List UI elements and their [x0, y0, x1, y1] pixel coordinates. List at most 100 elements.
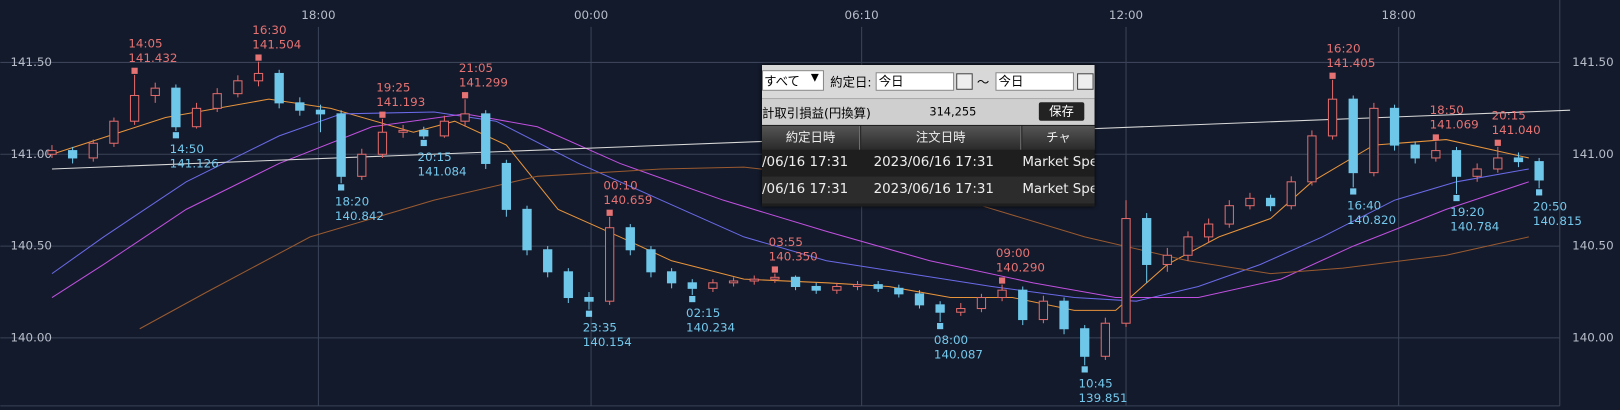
candle-body — [253, 72, 264, 82]
candle-body — [1534, 161, 1544, 181]
annotation-price: 141.504 — [252, 38, 301, 52]
x-tick-label: 18:00 — [301, 8, 335, 22]
candle-body — [1493, 157, 1503, 170]
candle-body — [47, 150, 57, 155]
candle-body — [811, 285, 821, 291]
from-text: 今日 — [878, 74, 904, 89]
candle-body — [1162, 254, 1172, 265]
candle-body — [1431, 150, 1441, 159]
candle-body — [522, 208, 532, 251]
trade-dialog: すべて ▼ 約定日: 今日 ～ 今日 計取引損益(円換算) 314,255 保存 … — [762, 65, 1095, 207]
candle-body — [1121, 218, 1131, 324]
candle-body — [935, 304, 945, 313]
annotation-price: 141.432 — [128, 51, 177, 65]
candle-body — [336, 113, 346, 177]
extreme-marker — [606, 209, 613, 216]
extreme-marker — [1350, 188, 1357, 195]
annotation-time: 09:00 — [996, 246, 1030, 260]
candle-body — [1080, 328, 1090, 357]
candle-body — [171, 87, 181, 128]
candle-body — [274, 72, 284, 104]
candle-body — [543, 249, 553, 273]
to-text: 今日 — [998, 74, 1024, 89]
y-tick-label: 140.50 — [1572, 239, 1614, 253]
to-input[interactable]: 今日 — [995, 72, 1074, 91]
candle-body — [109, 120, 119, 144]
candle-body — [1369, 107, 1379, 174]
candle-body — [1327, 98, 1338, 137]
y-tick-label: 140.00 — [1572, 330, 1614, 344]
save-button[interactable]: 保存 — [1038, 102, 1085, 121]
filter-dropdown[interactable]: すべて ▼ — [762, 70, 824, 91]
candle-body — [749, 278, 759, 282]
annotation-price: 140.350 — [769, 250, 818, 264]
annotation-price: 140.820 — [1347, 213, 1396, 227]
annotation-time: 18:20 — [335, 194, 369, 208]
annotation-price: 141.126 — [170, 157, 219, 171]
candle-body — [625, 227, 635, 251]
candle-body — [852, 284, 863, 288]
candle-body — [150, 87, 160, 97]
annotation-price: 141.299 — [459, 75, 508, 89]
moving-average — [51, 113, 1529, 299]
extreme-marker — [1494, 139, 1501, 146]
extreme-marker — [998, 277, 1006, 284]
y-tick-label: 140.00 — [10, 330, 52, 344]
extreme-marker — [420, 139, 427, 147]
calendar-icon[interactable] — [1077, 73, 1094, 90]
x-tick-label: 12:00 — [1109, 8, 1143, 22]
candle-body — [1472, 168, 1482, 177]
candle-body — [501, 162, 512, 210]
cell: Market Spe — [1022, 154, 1095, 171]
annotation-price: 141.084 — [418, 164, 467, 178]
candle-body — [1038, 300, 1049, 321]
candle-body — [1286, 181, 1296, 207]
candle-body — [563, 271, 573, 299]
calendar-icon[interactable] — [956, 73, 973, 90]
annotation-price: 140.659 — [603, 193, 652, 207]
candle-body — [129, 94, 140, 122]
y-tick-label: 141.00 — [1572, 147, 1614, 161]
cell: /06/16 17:31 — [762, 154, 849, 171]
annotation-time: 16:30 — [252, 23, 286, 37]
candle-body — [1203, 223, 1214, 238]
candle-body — [1059, 300, 1069, 330]
candle-body — [357, 153, 367, 177]
annotation-time: 10:45 — [1079, 376, 1113, 390]
y-tick-label: 141.00 — [10, 147, 52, 161]
candle-body — [398, 129, 408, 133]
extreme-marker — [585, 310, 593, 317]
annotation-price: 139.851 — [1079, 391, 1128, 405]
annotation-time: 20:15 — [1492, 108, 1526, 122]
candle-body — [1410, 144, 1420, 159]
annotation-time: 21:05 — [459, 61, 493, 75]
candle-body — [377, 131, 388, 155]
column-header[interactable]: 約定日時 — [762, 125, 861, 150]
annotation-time: 20:15 — [418, 150, 452, 164]
annotation-time: 00:10 — [603, 178, 637, 192]
extreme-marker — [1432, 134, 1439, 141]
y-tick-label: 141.50 — [1572, 55, 1614, 69]
cell: 2023/06/16 17:31 — [873, 181, 994, 198]
column-header[interactable]: チャ — [1022, 125, 1095, 150]
candle-body — [605, 227, 615, 302]
annotation-price: 141.040 — [1492, 123, 1541, 137]
extreme-marker — [1329, 72, 1336, 79]
extreme-marker — [689, 295, 696, 303]
candle-body — [460, 113, 470, 122]
column-header[interactable]: 注文日時 — [861, 125, 1022, 150]
extreme-marker — [937, 322, 944, 330]
annotation-price: 140.784 — [1450, 219, 1499, 233]
cell: 2023/06/16 17:31 — [873, 154, 994, 171]
candle-body — [976, 296, 987, 310]
annotation-time: 19:20 — [1450, 205, 1484, 219]
candle-body — [67, 150, 78, 159]
from-input[interactable]: 今日 — [875, 72, 955, 91]
annotation-price: 140.815 — [1533, 214, 1582, 228]
annotation-time: 18:50 — [1430, 103, 1464, 117]
pl-value: 314,255 — [929, 105, 977, 119]
candle-body — [315, 109, 326, 115]
candle-body — [873, 284, 883, 289]
candle-body — [1100, 322, 1111, 357]
